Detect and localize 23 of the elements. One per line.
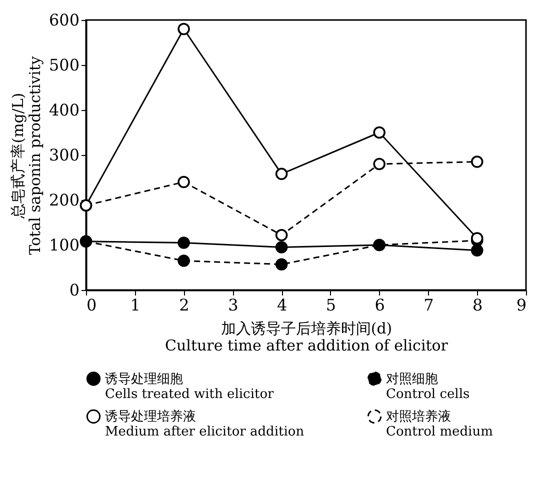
x-tick-label: 4 [276,296,288,314]
y-tick-label: 0 [69,280,80,300]
legend-label: 对照培养液 Control medium [386,408,493,440]
x-tick-label: 7 [424,296,434,314]
x-tick-label: 2 [179,296,190,314]
x-tick-label: 9 [516,296,526,314]
y-tick-label: 400 [48,100,80,120]
y-tick-label: 600 [48,10,80,30]
legend-label: 对照细胞 Control cells [386,372,470,402]
x-tick-label: 3 [228,296,238,314]
y-axis-title: 总皂甙产率(mg/L) Total saponin productivity [8,56,44,255]
x-tick-label: 8 [472,296,483,314]
x-tick-label: 6 [374,296,385,314]
y-tick-label: 300 [48,146,80,164]
x-tick-label: 0 [86,296,97,314]
x-tick-label: 5 [326,296,336,314]
legend-label: 诱导处理细胞 Cells treated with elicitor [105,372,275,402]
y-tick-label: 100 [48,236,80,254]
x-axis-title: 加入诱导子后培养时间(d) Culture time after addition of elicitor [165,320,449,354]
x-tick-label: 1 [130,296,140,314]
legend-label: 诱导处理培养液 Medium after elicitor addition [105,408,305,440]
y-tick-label: 500 [48,56,80,74]
y-tick-label: 200 [48,190,80,210]
